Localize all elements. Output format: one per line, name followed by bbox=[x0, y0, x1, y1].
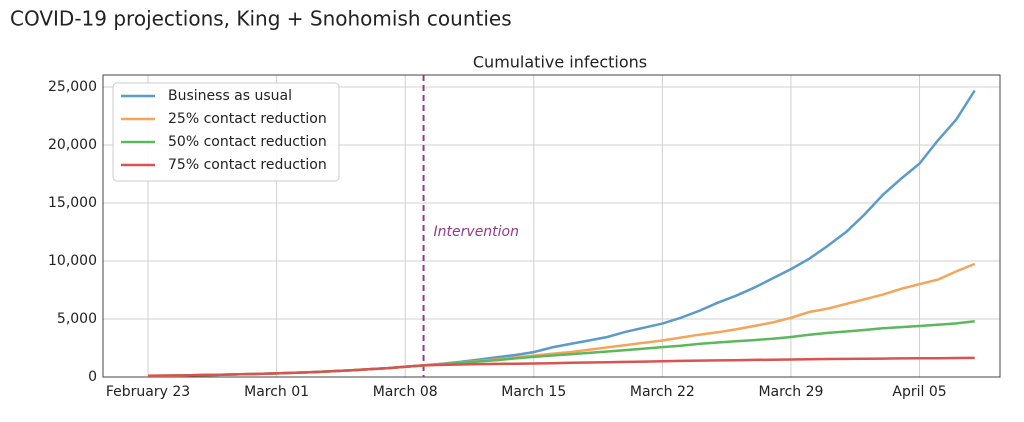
legend-label: 25% contact reduction bbox=[168, 111, 327, 127]
plot-frame bbox=[102, 74, 1001, 378]
page-title: COVID-19 projections, King + Snohomish c… bbox=[10, 7, 512, 31]
series-line bbox=[147, 356, 975, 378]
annotation-label: Intervention bbox=[434, 224, 519, 240]
y-tick-label: 25,000 bbox=[48, 79, 97, 95]
chart-title: Cumulative infections bbox=[473, 53, 647, 72]
legend-label: 50% contact reduction bbox=[168, 134, 327, 150]
x-tick-label: March 08 bbox=[373, 384, 438, 400]
y-tick-label: 5,000 bbox=[57, 311, 97, 327]
y-tick-label: 0 bbox=[88, 369, 97, 385]
y-tick-label: 15,000 bbox=[48, 195, 97, 211]
y-tick-label: 20,000 bbox=[48, 137, 97, 153]
x-tick-label: February 23 bbox=[106, 384, 190, 400]
x-tick-label: March 22 bbox=[630, 384, 695, 400]
legend-label: Business as usual bbox=[168, 88, 292, 104]
x-tick-label: April 05 bbox=[892, 384, 946, 400]
x-tick-label: March 01 bbox=[244, 384, 309, 400]
x-tick-label: March 15 bbox=[501, 384, 566, 400]
legend-label: 75% contact reduction bbox=[168, 157, 327, 173]
series-line bbox=[147, 320, 975, 378]
legend-box bbox=[112, 82, 340, 182]
x-tick-label: March 29 bbox=[758, 384, 823, 400]
y-tick-label: 10,000 bbox=[48, 253, 97, 269]
